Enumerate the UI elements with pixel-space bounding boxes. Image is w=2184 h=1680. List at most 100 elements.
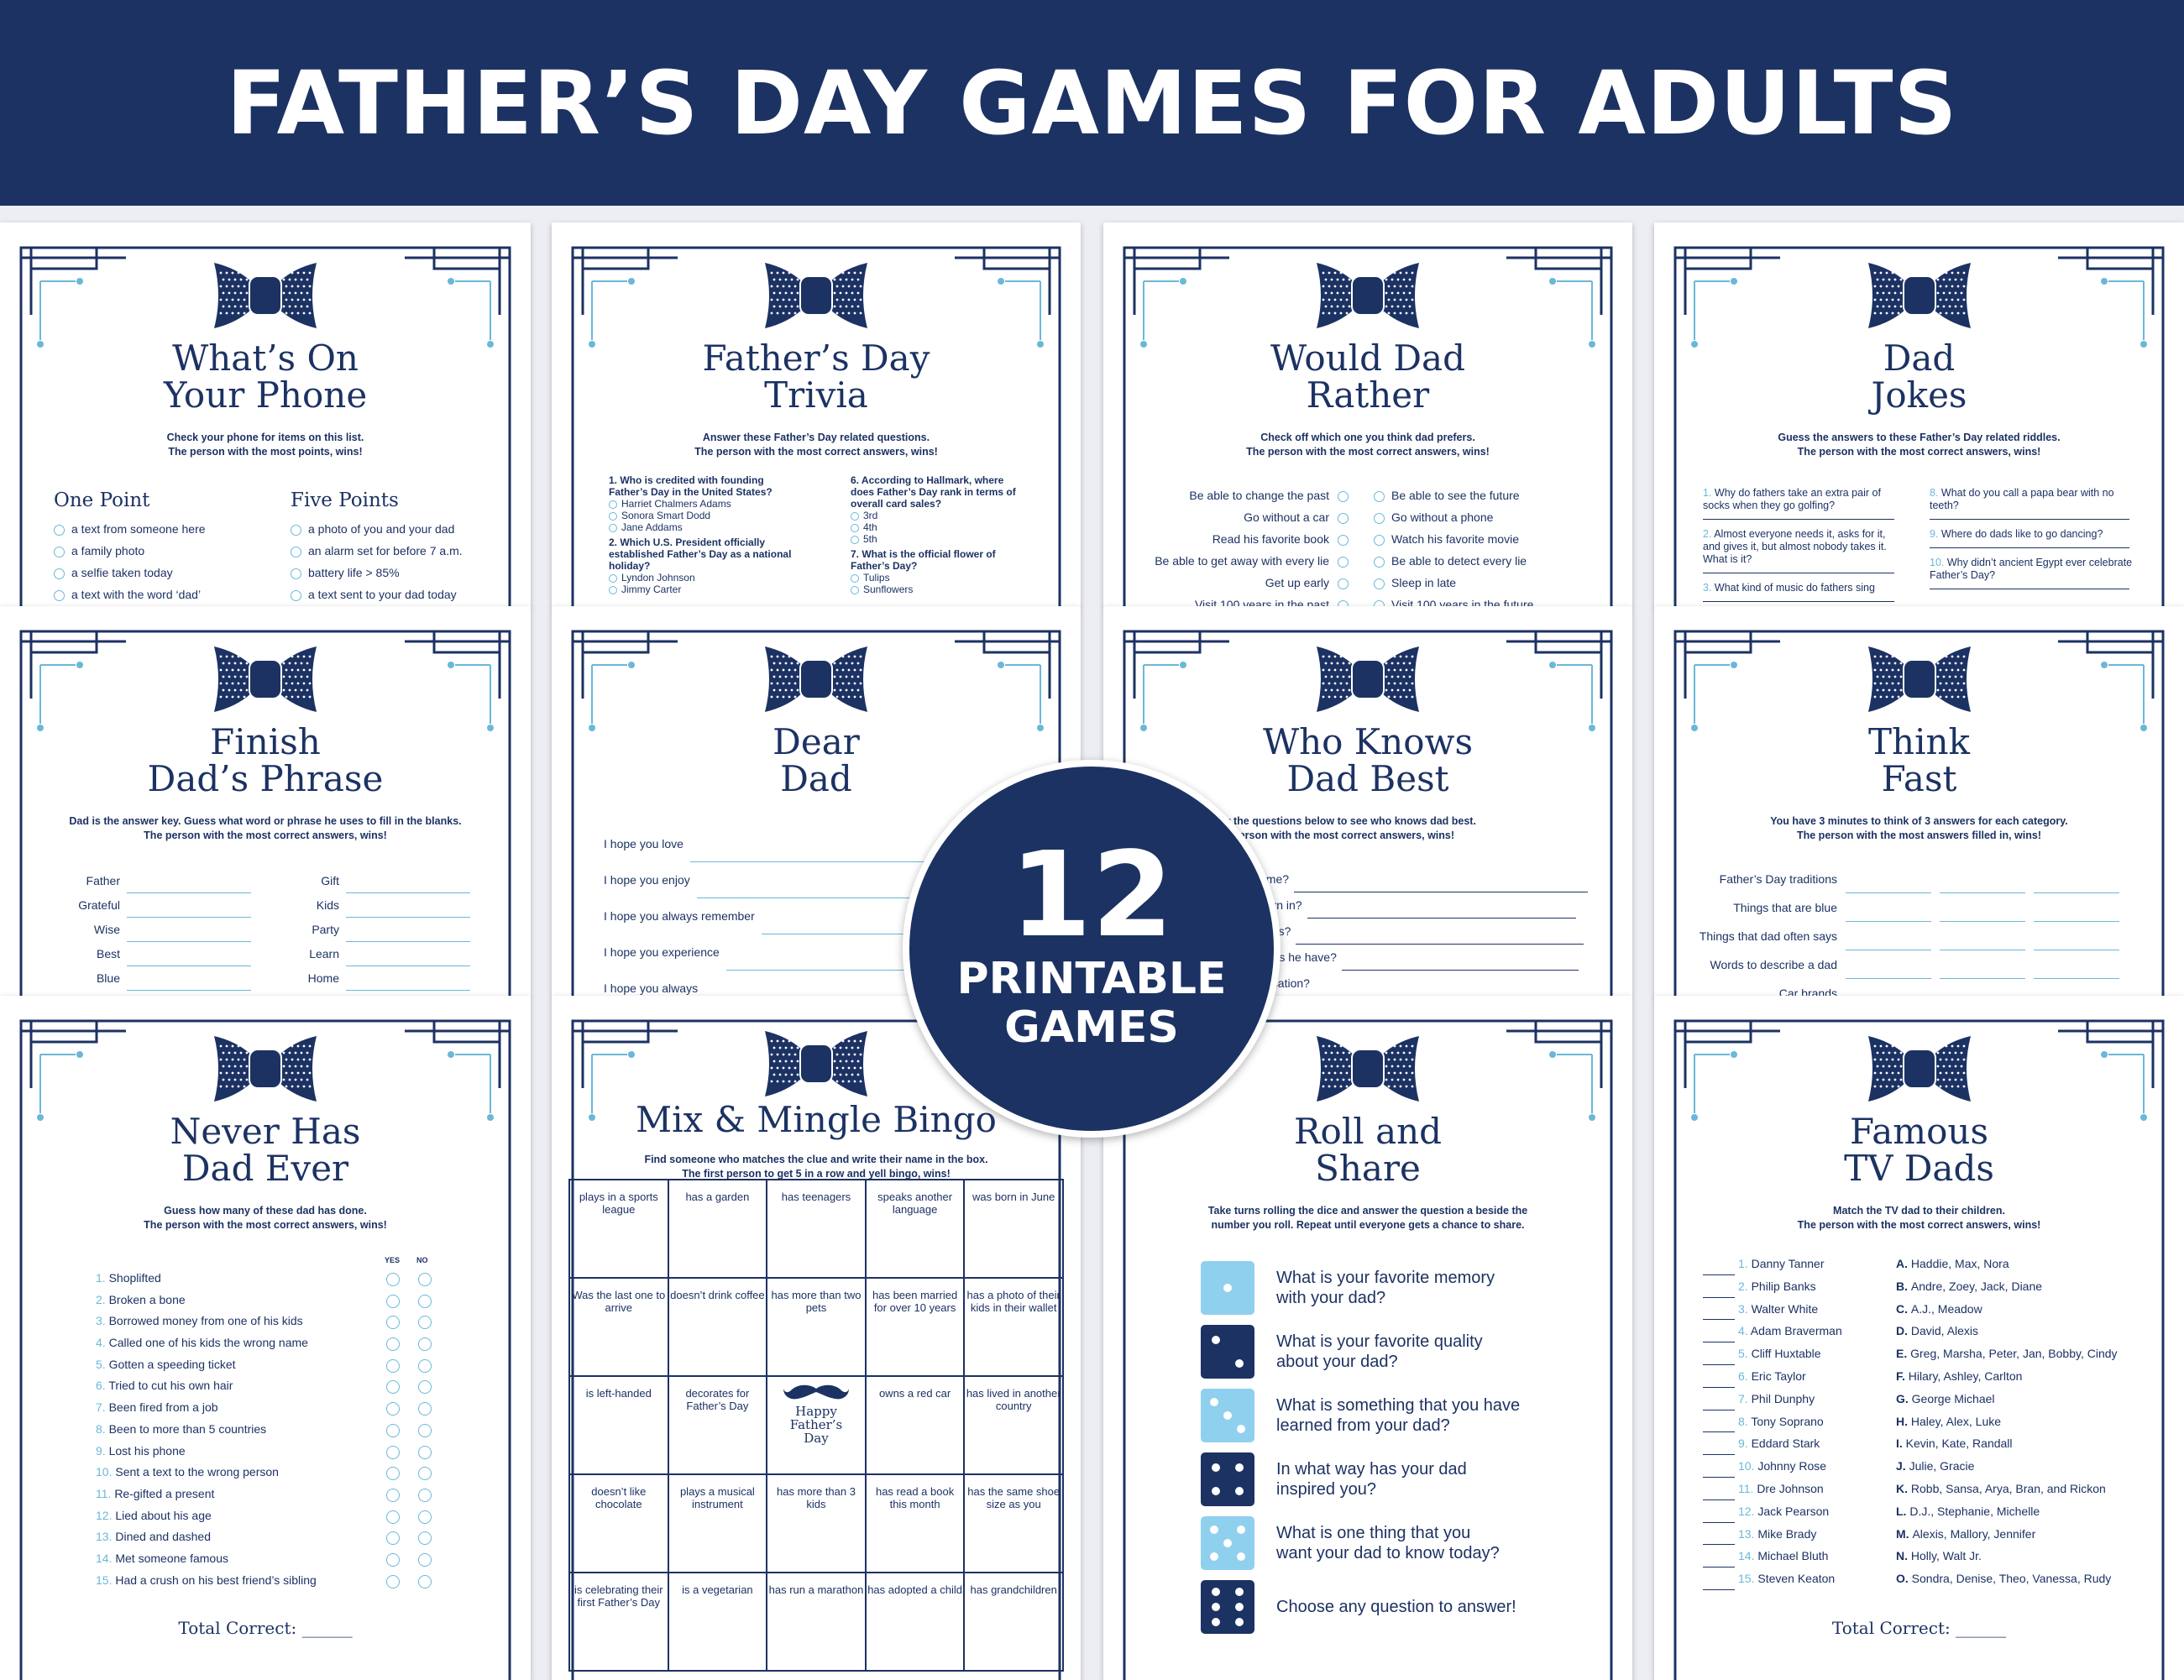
no-circle[interactable] [418, 1552, 432, 1567]
checkbox-circle[interactable] [609, 585, 617, 594]
bingo-cell[interactable]: has run a marathon [767, 1573, 866, 1671]
bingo-cell[interactable]: has adopted a child [865, 1573, 965, 1671]
checkbox-circle[interactable] [1338, 534, 1349, 546]
answer-line[interactable] [689, 838, 991, 862]
answer-line[interactable] [1846, 904, 1931, 922]
checkbox-circle[interactable] [1374, 512, 1385, 524]
answer-line[interactable] [346, 876, 470, 893]
yes-circle[interactable] [386, 1423, 400, 1437]
answer-line[interactable] [1703, 1553, 1735, 1568]
answer-line[interactable] [1703, 1441, 1735, 1456]
bingo-cell[interactable]: plays in a sports league [569, 1180, 668, 1278]
answer-line[interactable] [1703, 1486, 1735, 1500]
no-circle[interactable] [418, 1402, 432, 1416]
answer-line[interactable] [1940, 876, 2025, 893]
checkbox-circle[interactable] [1374, 599, 1385, 607]
bingo-cell[interactable]: speaks another language [865, 1180, 965, 1278]
answer-line[interactable] [1703, 1284, 1735, 1298]
no-circle[interactable] [418, 1531, 432, 1546]
no-circle[interactable] [418, 1380, 432, 1395]
yes-circle[interactable] [386, 1337, 400, 1352]
bingo-cell[interactable]: has grandchildren [964, 1573, 1063, 1671]
answer-line[interactable] [346, 900, 470, 918]
bingo-free-space[interactable]: Happy Father’s Day [767, 1376, 866, 1474]
bingo-cell[interactable]: has more than 3 kids [767, 1474, 866, 1573]
bingo-cell[interactable]: decorates for Father’s Day [668, 1376, 767, 1474]
answer-line[interactable] [346, 924, 470, 942]
bingo-cell[interactable]: has a photo of their kids in their walle… [964, 1278, 1063, 1376]
checkbox-circle[interactable] [291, 568, 301, 579]
answer-line[interactable] [1703, 1531, 1735, 1546]
checkbox-circle[interactable] [1338, 578, 1349, 589]
answer-line[interactable] [1703, 1261, 1735, 1275]
checkbox-circle[interactable] [1338, 512, 1349, 524]
yes-circle[interactable] [386, 1316, 400, 1330]
checkbox-circle[interactable] [1338, 490, 1349, 502]
answer-line[interactable] [127, 924, 251, 942]
yes-circle[interactable] [386, 1445, 400, 1459]
no-circle[interactable] [418, 1467, 432, 1481]
checkbox-circle[interactable] [609, 573, 617, 583]
checkbox-circle[interactable] [54, 524, 65, 536]
no-circle[interactable] [418, 1316, 432, 1330]
no-circle[interactable] [418, 1510, 432, 1524]
bingo-cell[interactable]: plays a musical instrument [668, 1474, 767, 1573]
answer-line[interactable] [1703, 1509, 1735, 1523]
answer-line[interactable] [1940, 933, 2025, 950]
answer-line[interactable] [127, 900, 251, 918]
bingo-cell[interactable]: has more than two pets [767, 1278, 866, 1376]
yes-circle[interactable] [386, 1294, 400, 1308]
answer-line[interactable] [1703, 1576, 1735, 1590]
answer-line[interactable] [2034, 904, 2119, 922]
answer-line[interactable] [1703, 1374, 1735, 1388]
answer-line[interactable] [1703, 1328, 1735, 1343]
answer-line[interactable] [346, 949, 470, 966]
checkbox-circle[interactable] [291, 546, 301, 557]
bingo-cell[interactable]: is celebrating their first Father’s Day [569, 1573, 668, 1671]
yes-circle[interactable] [386, 1531, 400, 1546]
answer-line[interactable] [1930, 541, 2129, 548]
checkbox-circle[interactable] [54, 589, 65, 601]
bingo-cell[interactable]: owns a red car [865, 1376, 965, 1474]
bingo-cell[interactable]: has lived in another country [964, 1376, 1063, 1474]
answer-line[interactable] [346, 973, 470, 991]
checkbox-circle[interactable] [1374, 556, 1385, 568]
answer-line[interactable] [725, 946, 989, 971]
yes-circle[interactable] [386, 1488, 400, 1502]
answer-line[interactable] [2034, 876, 2119, 893]
checkbox-circle[interactable] [851, 585, 859, 594]
no-circle[interactable] [418, 1337, 432, 1352]
yes-circle[interactable] [386, 1552, 400, 1567]
answer-line[interactable] [127, 973, 251, 991]
no-circle[interactable] [418, 1445, 432, 1459]
checkbox-circle[interactable] [54, 546, 65, 557]
checkbox-circle[interactable] [1338, 556, 1349, 568]
bingo-cell[interactable]: has teenagers [767, 1180, 866, 1278]
no-circle[interactable] [418, 1488, 432, 1502]
answer-line[interactable] [2034, 961, 2119, 979]
yes-circle[interactable] [386, 1574, 400, 1588]
answer-line[interactable] [1314, 979, 1578, 997]
answer-line[interactable] [1940, 904, 2025, 922]
no-circle[interactable] [418, 1574, 432, 1588]
bingo-cell[interactable]: is left-handed [569, 1376, 668, 1474]
answer-line[interactable] [1703, 566, 1894, 573]
yes-circle[interactable] [386, 1467, 400, 1481]
checkbox-circle[interactable] [291, 524, 301, 536]
answer-line[interactable] [1703, 512, 1894, 520]
bingo-cell[interactable]: has the same shoe size as you [964, 1474, 1063, 1573]
checkbox-circle[interactable] [1338, 599, 1349, 607]
answer-line[interactable] [1930, 512, 2129, 520]
no-circle[interactable] [418, 1358, 432, 1373]
yes-circle[interactable] [386, 1273, 400, 1286]
bingo-cell[interactable]: has been married for over 10 years [865, 1278, 965, 1376]
no-circle[interactable] [418, 1423, 432, 1437]
answer-line[interactable] [1703, 1306, 1735, 1321]
checkbox-circle[interactable] [291, 589, 301, 601]
answer-line[interactable] [1846, 933, 1931, 950]
answer-line[interactable] [1930, 582, 2129, 589]
checkbox-circle[interactable] [851, 535, 859, 544]
answer-line[interactable] [1296, 927, 1584, 945]
bingo-cell[interactable]: has read a book this month [865, 1474, 965, 1573]
bingo-cell[interactable]: doesn’t like chocolate [569, 1474, 668, 1573]
